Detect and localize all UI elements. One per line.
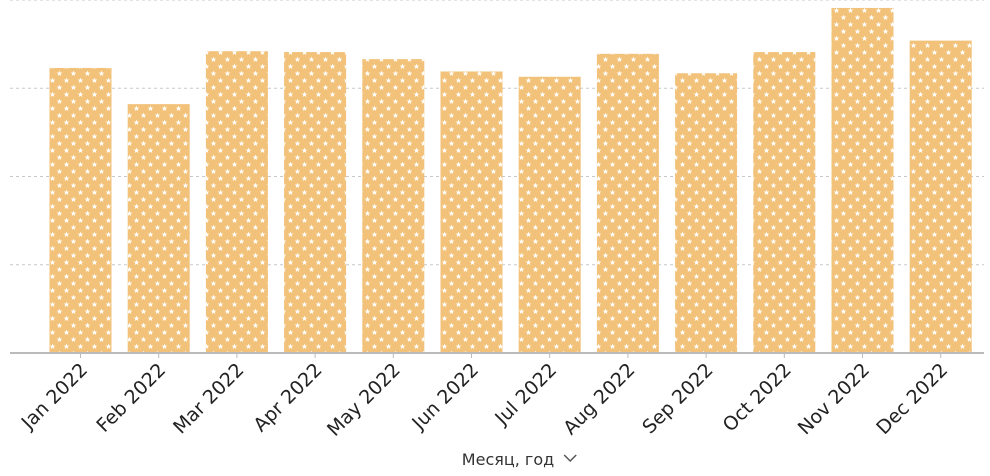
- bar-star-pattern: [49, 67, 112, 353]
- bar[interactable]: [596, 53, 659, 354]
- bar-star-pattern: [284, 52, 347, 353]
- x-tick-label: Jul 2022: [490, 359, 561, 430]
- x-tick-label: Feb 2022: [92, 359, 170, 437]
- bar[interactable]: [284, 52, 347, 353]
- bar[interactable]: [440, 71, 503, 354]
- bar-star-pattern: [909, 40, 972, 353]
- x-tick-label: May 2022: [323, 359, 405, 441]
- bar-star-pattern: [518, 76, 581, 353]
- bar-star-pattern: [753, 52, 816, 353]
- x-tick-label: Nov 2022: [794, 359, 874, 439]
- bar[interactable]: [675, 73, 738, 353]
- x-tick-label: Oct 2022: [719, 359, 796, 436]
- x-tick-label: Aug 2022: [559, 359, 639, 439]
- bar-star-pattern: [440, 71, 503, 354]
- bar[interactable]: [518, 76, 581, 353]
- bar[interactable]: [831, 7, 894, 353]
- bar-star-pattern: [596, 53, 659, 354]
- bar-star-pattern: [675, 73, 738, 353]
- bar[interactable]: [127, 104, 190, 353]
- x-tick-label: Jun 2022: [407, 359, 483, 435]
- bar-star-pattern: [831, 7, 894, 353]
- bar-star-pattern: [362, 59, 425, 353]
- x-tick-label: Apr 2022: [249, 359, 326, 436]
- bars: [49, 7, 972, 354]
- bar[interactable]: [753, 52, 816, 353]
- chevron-down-icon[interactable]: [563, 454, 577, 463]
- bar[interactable]: [205, 51, 268, 354]
- x-axis-title[interactable]: Месяц, год: [462, 450, 554, 469]
- bar[interactable]: [909, 40, 972, 353]
- bar[interactable]: [49, 67, 112, 353]
- x-tick-label: Mar 2022: [169, 359, 248, 438]
- bar-star-pattern: [127, 104, 190, 353]
- x-tick-label: Sep 2022: [638, 359, 717, 438]
- bar-star-pattern: [205, 51, 268, 354]
- x-tick-label: Dec 2022: [872, 359, 952, 439]
- bar[interactable]: [362, 59, 425, 353]
- x-tick-label: Jan 2022: [17, 359, 92, 434]
